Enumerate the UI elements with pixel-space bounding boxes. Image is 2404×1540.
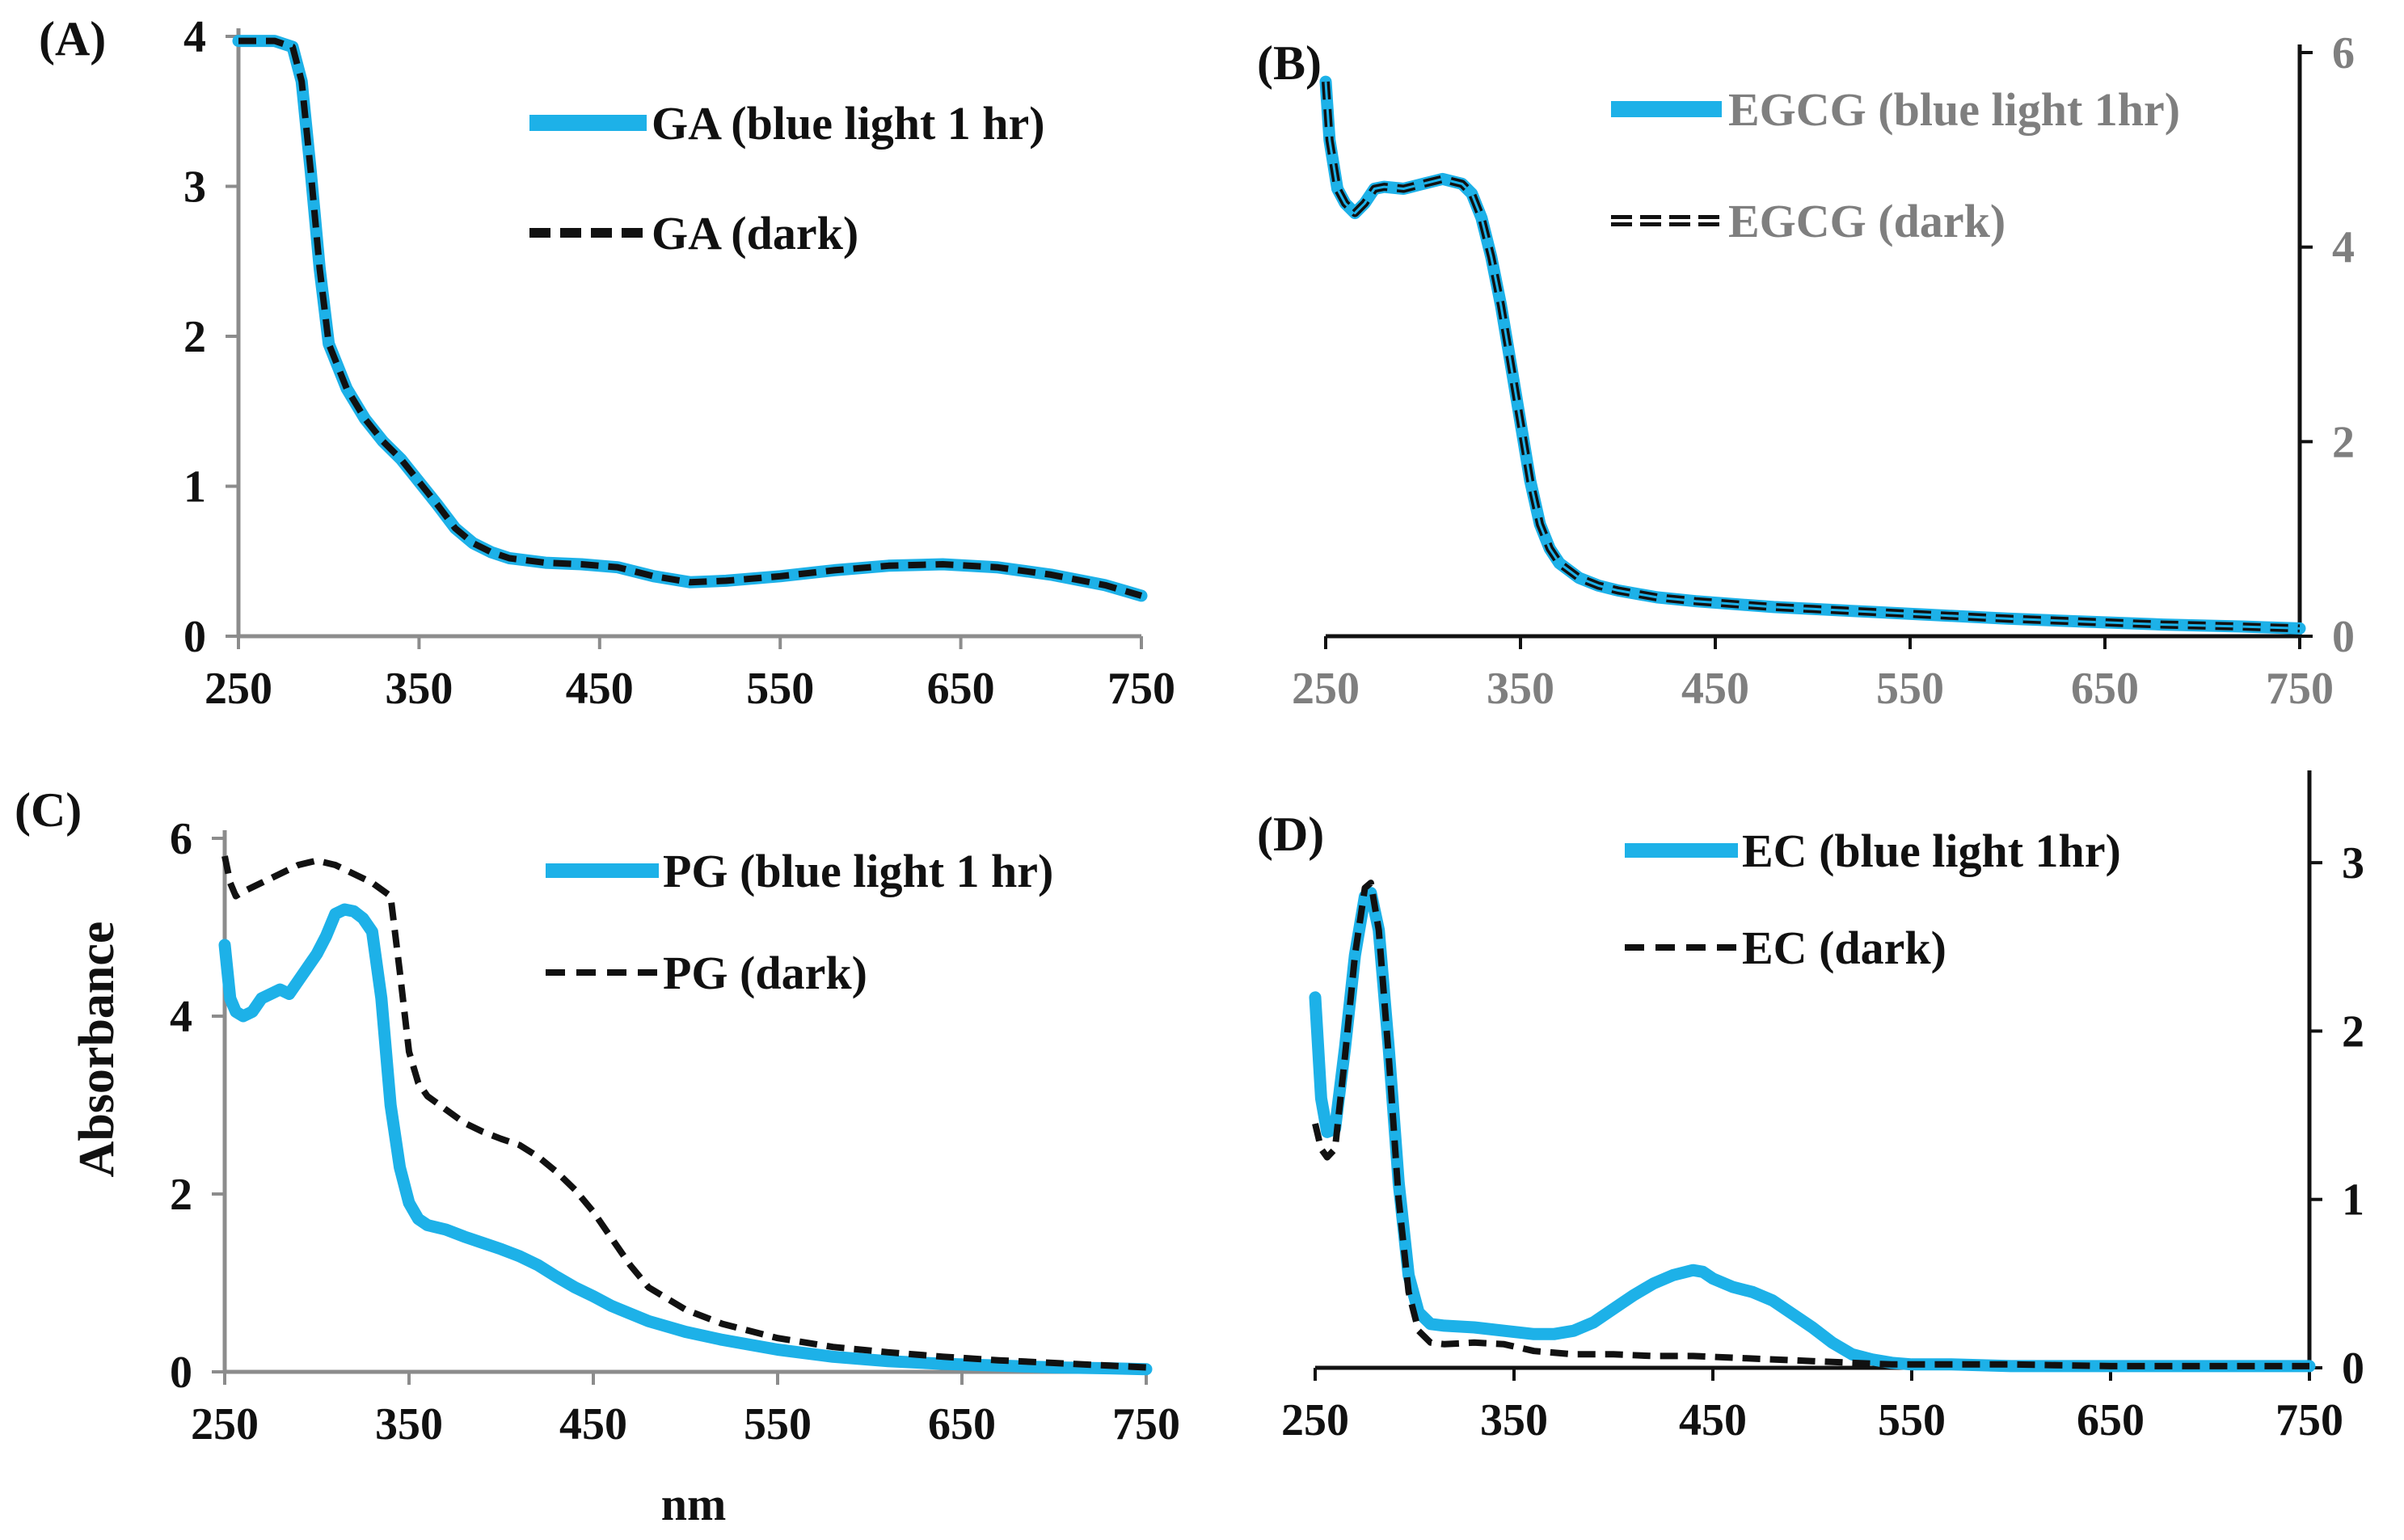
y-tick-label-d-1: 1 xyxy=(2342,1175,2364,1226)
legend-d: EC (blue light 1hr) EC (dark) xyxy=(1625,825,2121,974)
y-tick-label-d-3: 3 xyxy=(2342,838,2364,888)
x-tick-label-d-250: 250 xyxy=(1281,1395,1349,1445)
x-tick-label-d-650: 650 xyxy=(2077,1395,2145,1445)
legend-label-d-dark: EC (dark) xyxy=(1742,922,1946,974)
y-tick-label-c-2: 2 xyxy=(170,1170,192,1220)
legend-label-c-dark: PG (dark) xyxy=(663,947,867,999)
panel-label-b: (B) xyxy=(1257,36,1322,90)
x-tick-label-d-350: 350 xyxy=(1480,1395,1548,1445)
y-tick-label-a-2: 2 xyxy=(183,312,206,362)
plot-area-a: 250 350 450 550 650 750 0 1 2 3 4 xyxy=(183,12,1175,714)
series-line-b-light xyxy=(1319,75,2306,635)
x-tick-label-c-750: 750 xyxy=(1112,1399,1180,1449)
legend-label-d-light: EC (blue light 1hr) xyxy=(1742,825,2121,877)
x-tick-label-b-250: 250 xyxy=(1292,664,1360,714)
y-tick-label-b-4: 4 xyxy=(2332,223,2355,273)
plot-area-c: 250 350 450 550 650 750 0 2 4 6 xyxy=(170,814,1180,1449)
legend-b: EGCG (blue light 1hr) EGCG (dark) xyxy=(1611,83,2180,247)
y-tick-label-a-3: 3 xyxy=(183,162,206,213)
y-tick-label-a-1: 1 xyxy=(183,462,206,513)
x-tick-label-a-250: 250 xyxy=(205,664,272,714)
series-line-c-dark xyxy=(221,855,1147,1371)
x-tick-label-b-350: 350 xyxy=(1487,664,1554,714)
panel-a: (A) 250 350 450 550 650 750 0 1 2 3 4 GA (blue lig… xyxy=(39,12,1175,714)
x-tick-label-c-550: 550 xyxy=(744,1399,812,1449)
x-tick-label-c-250: 250 xyxy=(191,1399,259,1449)
x-tick-label-a-750: 750 xyxy=(1107,664,1175,714)
y-tick-label-c-0: 0 xyxy=(170,1348,192,1398)
x-tick-label-c-450: 450 xyxy=(559,1399,627,1449)
legend-a: GA (blue light 1 hr) GA (dark) xyxy=(529,97,1045,259)
x-tick-label-a-350: 350 xyxy=(385,664,453,714)
y-tick-label-a-4: 4 xyxy=(183,12,206,62)
legend-label-a-dark: GA (dark) xyxy=(652,207,858,259)
x-tick-label-a-450: 450 xyxy=(566,664,634,714)
y-tick-label-c-4: 4 xyxy=(170,992,192,1042)
x-tick-label-a-650: 650 xyxy=(927,664,995,714)
y-tick-label-b-6: 6 xyxy=(2332,28,2355,78)
y-tick-label-b-2: 2 xyxy=(2332,417,2355,467)
x-tick-label-d-450: 450 xyxy=(1679,1395,1747,1445)
x-tick-label-d-750: 750 xyxy=(2275,1395,2343,1445)
x-tick-label-a-550: 550 xyxy=(746,664,814,714)
series-line-b-dark-inner xyxy=(1324,82,2301,630)
panel-label-d: (D) xyxy=(1257,808,1324,861)
y-axis-label: Absorbance xyxy=(70,922,124,1178)
panel-c: (C) 250 350 450 550 650 750 0 2 4 6 Absorbance nm… xyxy=(15,783,1180,1530)
y-tick-label-b-0: 0 xyxy=(2332,612,2355,662)
series-line-d-dark xyxy=(1312,880,2309,1369)
panel-label-c: (C) xyxy=(15,783,82,837)
x-tick-label-b-450: 450 xyxy=(1681,664,1749,714)
series-line-b-dark xyxy=(1322,81,2301,633)
legend-label-c-light: PG (blue light 1 hr) xyxy=(663,845,1053,897)
series-line-a-dark xyxy=(238,37,1143,599)
legend-label-b-light: EGCG (blue light 1hr) xyxy=(1728,83,2180,136)
series-line-c-light xyxy=(218,903,1153,1376)
y-tick-label-d-0: 0 xyxy=(2342,1344,2364,1394)
x-tick-label-b-650: 650 xyxy=(2071,664,2139,714)
y-tick-label-c-6: 6 xyxy=(170,814,192,864)
x-tick-label-b-550: 550 xyxy=(1876,664,1944,714)
y-tick-label-a-0: 0 xyxy=(183,612,206,662)
x-tick-label-c-350: 350 xyxy=(375,1399,443,1449)
y-tick-label-d-2: 2 xyxy=(2342,1006,2364,1057)
legend-label-a-light: GA (blue light 1 hr) xyxy=(652,97,1045,150)
x-tick-label-d-550: 550 xyxy=(1878,1395,1946,1445)
x-tick-label-c-650: 650 xyxy=(928,1399,996,1449)
legend-label-b-dark: EGCG (dark) xyxy=(1728,195,2005,247)
x-tick-label-b-750: 750 xyxy=(2266,664,2334,714)
legend-c: PG (blue light 1 hr) PG (dark) xyxy=(546,845,1053,999)
panel-label-a: (A) xyxy=(39,12,106,65)
series-line-d-light xyxy=(1309,887,2316,1373)
x-axis-label: nm xyxy=(661,1478,727,1530)
